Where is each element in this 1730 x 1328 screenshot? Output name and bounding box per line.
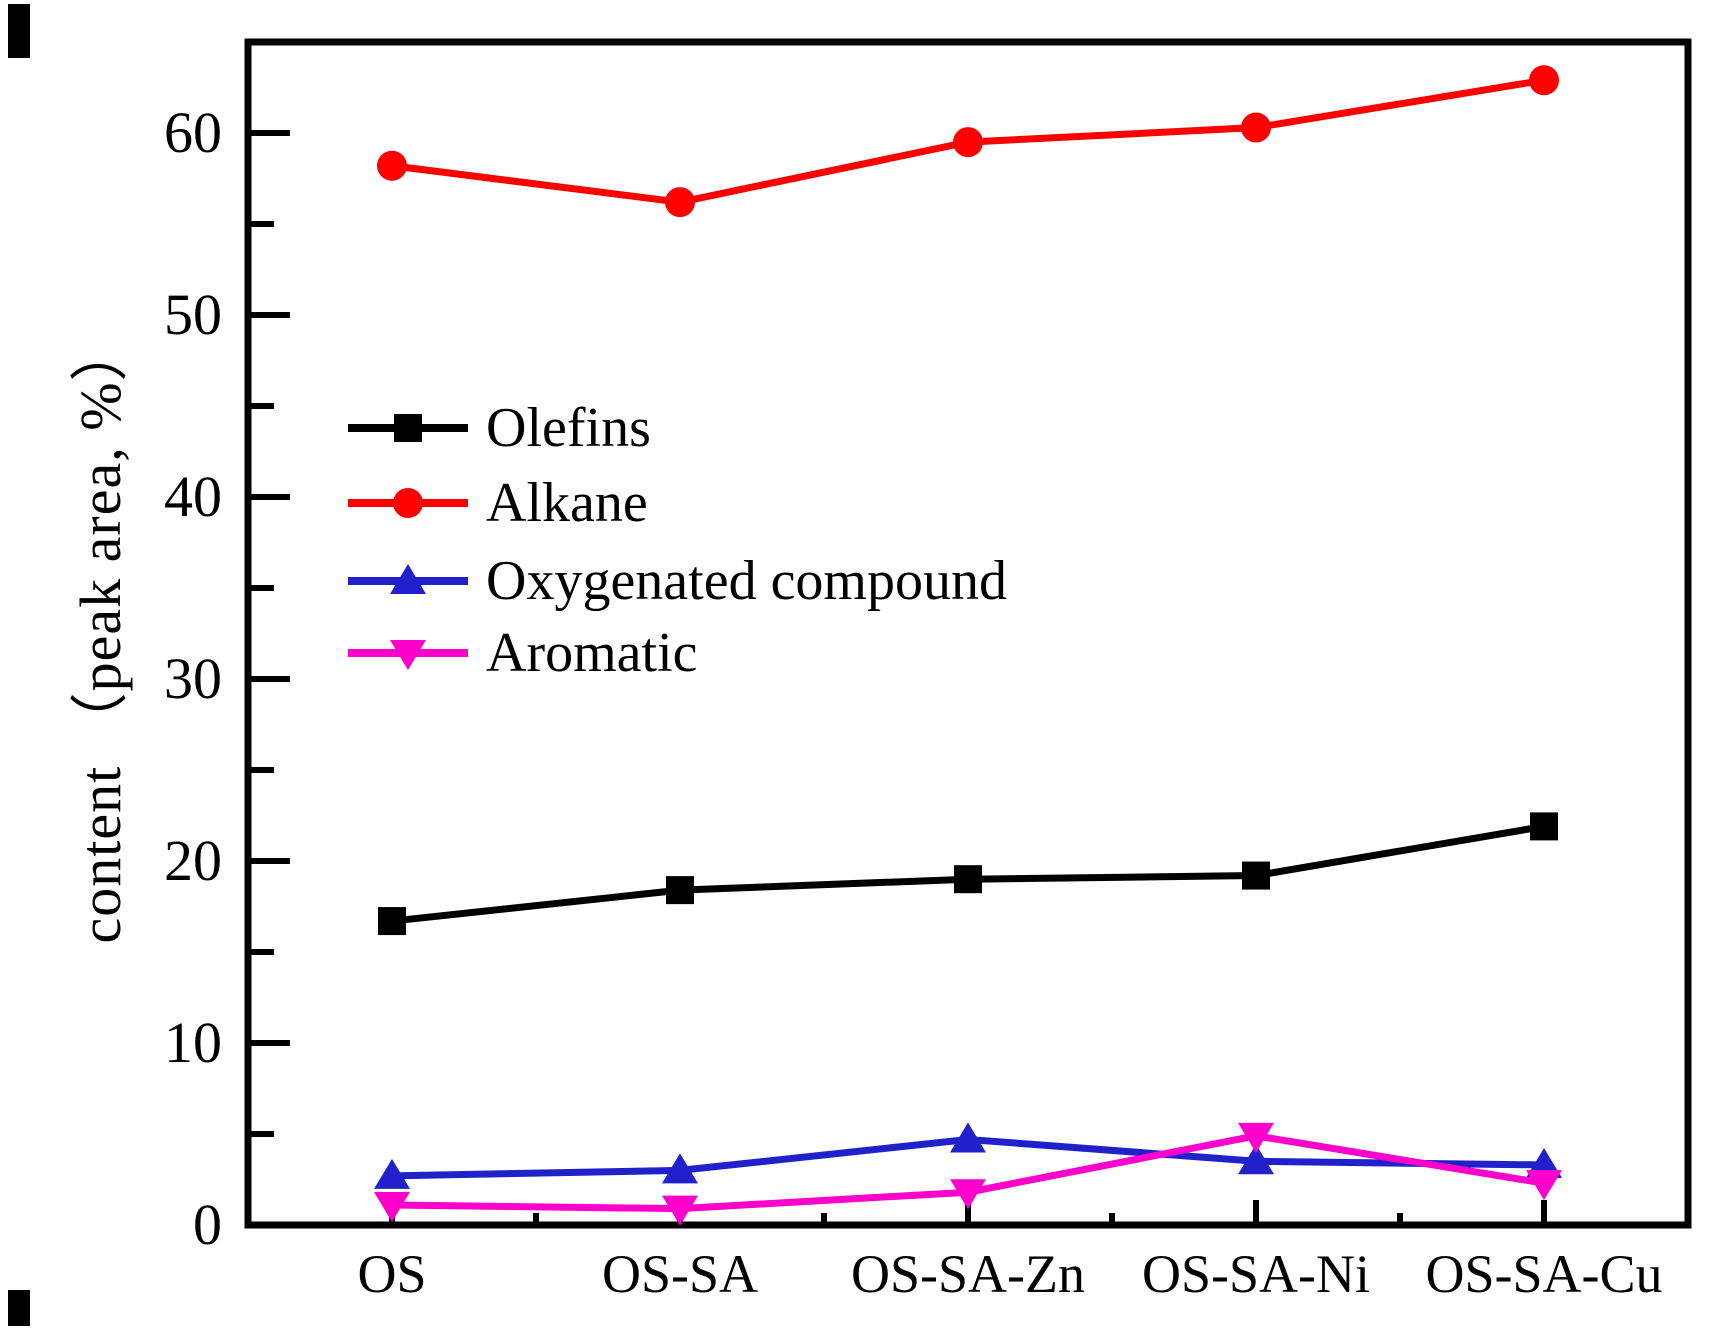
y-tick-label: 0 (193, 1192, 222, 1257)
y-tick-label: 30 (164, 646, 222, 711)
x-tick-label: OS (357, 1244, 427, 1304)
legend-label: Aromatic (486, 622, 698, 684)
legend-line-marker-icon (348, 564, 468, 594)
series-aromatic (374, 1122, 1562, 1226)
x-tick-label: OS-SA-Zn (850, 1244, 1085, 1304)
legend-line-marker-icon (348, 414, 468, 442)
y-axis-tick-labels: 0 10 20 30 40 50 60 (0, 0, 222, 1328)
x-tick-label: OS-SA-Ni (1141, 1244, 1371, 1304)
scan-artifact (8, 1290, 30, 1326)
y-tick-label: 50 (164, 282, 222, 347)
x-tick-label: OS-SA (601, 1244, 759, 1304)
x-tick-label: OS-SA-Cu (1425, 1244, 1663, 1304)
plot-border (244, 38, 1692, 1229)
legend-line-marker-icon (348, 488, 468, 518)
legend-item-oxygenated-compound: Oxygenated compound (348, 546, 1007, 616)
legend-line-marker-icon (348, 640, 468, 670)
legend-item-olefins: Olefins (348, 393, 651, 463)
series-alkane (377, 65, 1559, 218)
legend-label: Olefins (486, 397, 651, 459)
y-tick-label: 40 (164, 464, 222, 529)
scan-artifact (8, 4, 30, 58)
y-tick-label: 10 (164, 1010, 222, 1075)
legend-item-alkane: Alkane (348, 468, 648, 538)
series-olefins (378, 812, 1558, 936)
y-tick-label: 20 (164, 828, 222, 893)
legend-item-aromatic: Aromatic (348, 618, 697, 688)
legend-label: Alkane (486, 472, 648, 534)
legend-label: Oxygenated compound (486, 550, 1007, 612)
y-tick-label: 60 (164, 100, 222, 165)
